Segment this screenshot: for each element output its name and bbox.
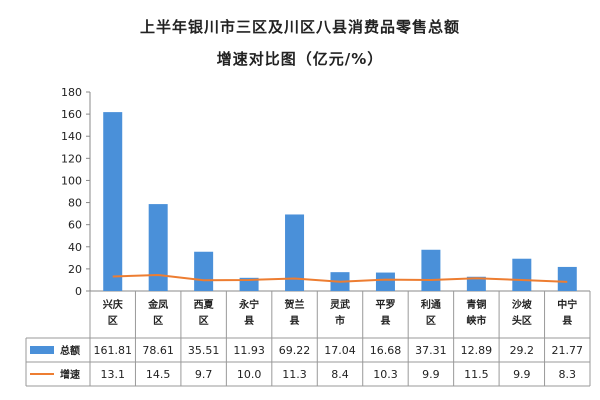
- y-tick-label: 180: [61, 86, 82, 99]
- bar: [194, 251, 214, 291]
- category-label: 平罗县: [375, 299, 395, 327]
- category-label: 沙坡头区: [512, 298, 533, 327]
- y-tick-label: 160: [61, 108, 82, 121]
- data-label: 17.04: [324, 344, 356, 357]
- y-tick-label: 40: [68, 241, 82, 254]
- bar: [375, 272, 395, 291]
- axes: 0 20 40 60 80 100 120 140 160 180: [61, 86, 590, 298]
- bar: [285, 214, 305, 291]
- data-label: 11.93: [233, 344, 265, 357]
- category-label: 青铜峡市: [466, 298, 486, 327]
- data-label: 161.81: [93, 344, 132, 357]
- category-label: 永宁县: [238, 298, 259, 327]
- y-tick-label: 120: [61, 152, 82, 165]
- category-label: 灵武市: [330, 298, 350, 327]
- data-label: 9.9: [513, 368, 531, 381]
- category-label: 兴庆区: [103, 298, 123, 327]
- category-label: 贺兰县: [284, 298, 305, 327]
- bar: [466, 276, 486, 291]
- y-tick-label: 80: [68, 197, 82, 210]
- y-tick-label: 20: [68, 263, 82, 276]
- y-tick-label: 140: [61, 130, 82, 143]
- category-label: 中宁县: [557, 298, 577, 327]
- bar: [103, 112, 123, 292]
- bar: [148, 204, 168, 291]
- category-label: 金凤区: [147, 298, 168, 327]
- bar: [239, 277, 259, 291]
- data-label: 35.51: [188, 344, 220, 357]
- category-labels: 兴庆区 金凤区 西夏区 永宁县 贺兰县 灵武市 平罗县 利通区 青铜峡市 沙坡头区 中宁县: [103, 298, 578, 327]
- category-label: 西夏区: [194, 299, 215, 327]
- chart-title-line1: 上半年银川市三区及川区八县消费品零售总额: [139, 18, 460, 36]
- data-label: 12.89: [461, 344, 493, 357]
- data-label: 69.22: [279, 344, 311, 357]
- data-label: 8.4: [331, 368, 349, 381]
- data-label: 78.61: [142, 344, 174, 357]
- data-label: 8.3: [559, 368, 577, 381]
- bar: [421, 249, 441, 291]
- y-tick-label: 0: [75, 285, 82, 298]
- data-label: 37.31: [415, 344, 447, 357]
- data-label: 14.5: [146, 368, 171, 381]
- growth-line: [112, 273, 568, 283]
- data-label: 10.3: [373, 368, 398, 381]
- legend-swatch-bar: [30, 346, 54, 354]
- data-label: 9.7: [195, 368, 213, 381]
- bar: [512, 258, 532, 291]
- y-tick-label: 100: [61, 174, 82, 187]
- data-label: 11.3: [282, 368, 307, 381]
- data-label: 21.77: [552, 344, 584, 357]
- data-label: 16.68: [370, 344, 402, 357]
- data-label: 11.5: [464, 368, 489, 381]
- data-label: 29.2: [510, 344, 535, 357]
- chart-title-line2: 增速对比图（亿元/%）: [216, 50, 384, 68]
- line-series: [112, 273, 568, 283]
- bar-series: [103, 112, 577, 292]
- legend-label: 总额: [60, 344, 80, 357]
- category-label: 利通区: [421, 298, 441, 327]
- y-tick-label: 60: [68, 219, 82, 232]
- data-label: 13.1: [100, 368, 125, 381]
- data-label: 9.9: [422, 368, 440, 381]
- data-label: 10.0: [237, 368, 262, 381]
- legend-label: 增速: [60, 368, 80, 381]
- bar: [557, 266, 577, 291]
